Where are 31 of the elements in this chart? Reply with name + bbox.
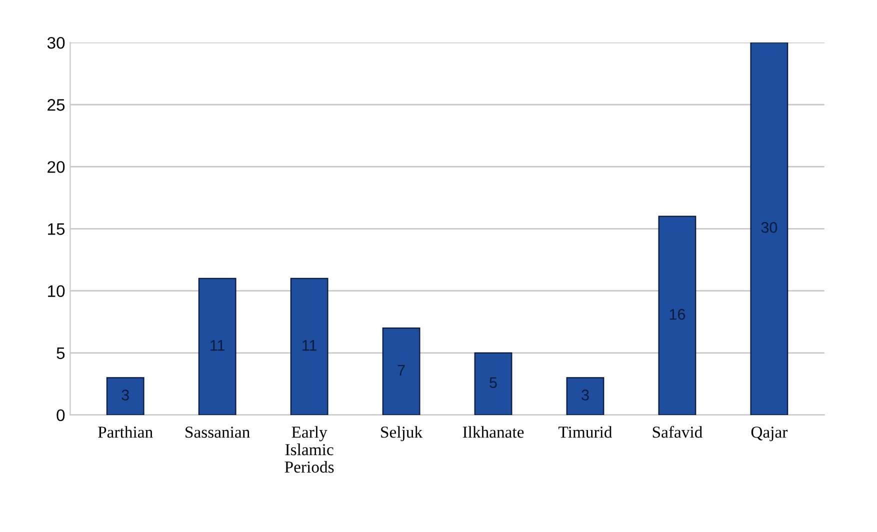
x-tick-label: Ilkhanate (462, 426, 524, 438)
bar (290, 278, 328, 415)
data-label: 5 (490, 377, 497, 388)
bar (566, 377, 604, 415)
data-label: 3 (582, 390, 589, 400)
y-tick-label: 30 (47, 36, 65, 49)
bar (382, 328, 420, 415)
y-tick-label: 5 (56, 347, 65, 360)
y-tick-label: 15 (48, 223, 65, 235)
x-tick-label: Qajar (751, 426, 788, 442)
data-label: 3 (122, 390, 129, 400)
data-label: 16 (670, 308, 686, 320)
x-tick-label: Sassanian (186, 426, 250, 438)
y-tick-label: 20 (48, 161, 65, 173)
x-tick-label: Parthian (98, 426, 153, 438)
x-tick-label: Seljuk (381, 426, 423, 442)
bar (198, 278, 236, 415)
x-tick-label: Early Islamic Periods (284, 426, 334, 473)
data-label: 7 (398, 364, 405, 376)
y-tick-label: 10 (48, 285, 65, 298)
y-tick-label: 25 (48, 99, 65, 111)
x-tick-label: Safavid (652, 426, 702, 438)
x-tick-label: Timurid (558, 426, 612, 438)
bar (474, 352, 512, 415)
data-label: 11 (302, 340, 316, 351)
bar (750, 42, 788, 415)
bar (658, 216, 696, 415)
data-label: 30 (761, 222, 778, 233)
y-tick-label: 0 (56, 409, 65, 422)
data-label: 11 (210, 340, 225, 351)
bar (106, 377, 144, 415)
